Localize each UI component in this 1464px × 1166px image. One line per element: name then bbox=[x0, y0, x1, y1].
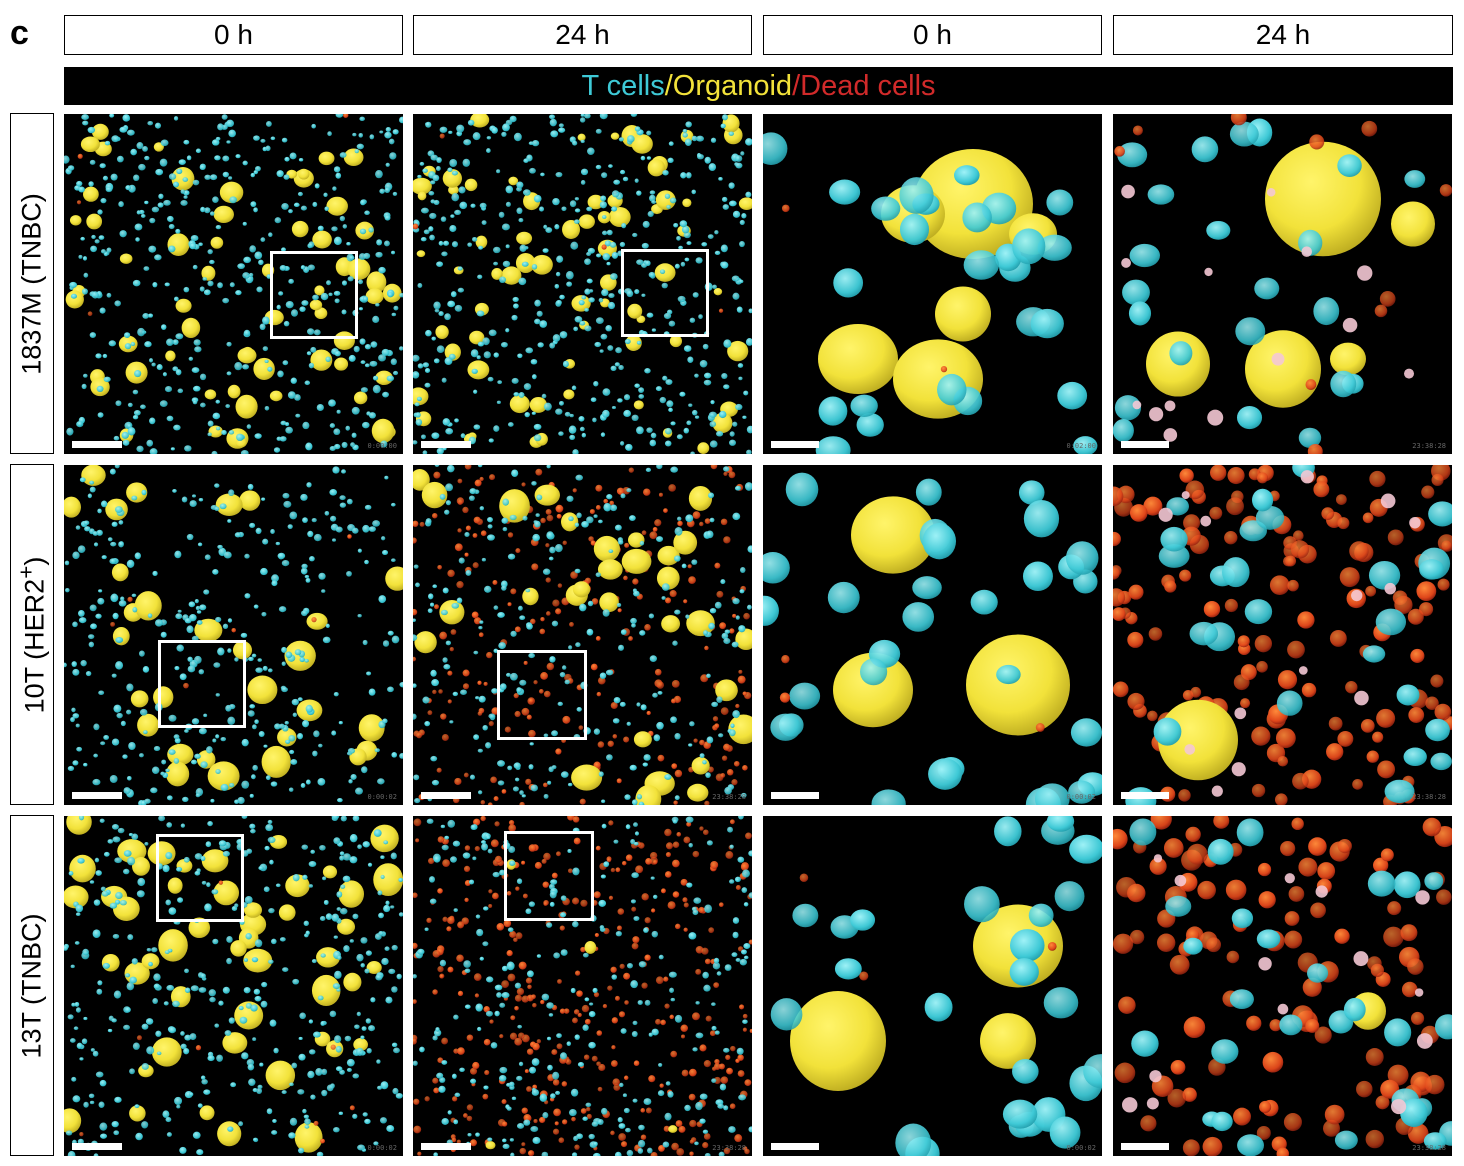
header-0h-overview: 0 h bbox=[64, 15, 403, 55]
legend-organoid: Organoid bbox=[672, 69, 793, 102]
micrograph-10t-0h-overview: 0:00:02 bbox=[64, 465, 403, 805]
timestamp: 23:38:28 bbox=[1412, 793, 1446, 801]
header-0h-zoom: 0 h bbox=[763, 15, 1102, 55]
timestamp: 23:38:28 bbox=[712, 793, 746, 801]
timestamp: 0:02:00 bbox=[1066, 442, 1096, 450]
scale-bar bbox=[1121, 1143, 1169, 1150]
header-24h-overview: 24 h bbox=[413, 15, 752, 55]
zoom-region-box bbox=[158, 640, 246, 728]
micrograph-1837m-0h-zoom: 0:02:00 bbox=[763, 114, 1102, 454]
micrograph-1837m-24h-overview bbox=[413, 114, 752, 454]
scale-bar bbox=[72, 792, 122, 799]
row-label-1837m: 1837M (TNBC) bbox=[10, 113, 54, 454]
scale-bar bbox=[421, 441, 471, 448]
zoom-region-box bbox=[156, 834, 244, 922]
zoom-region-box bbox=[497, 650, 587, 740]
timestamp: 23:38:28 bbox=[1412, 442, 1446, 450]
micrograph-10t-0h-zoom: 0:00:02 bbox=[763, 465, 1102, 805]
timestamp: 0:00:02 bbox=[367, 793, 397, 801]
micrograph-1837m-24h-zoom: 23:38:28 bbox=[1113, 114, 1452, 454]
scale-bar bbox=[72, 441, 122, 448]
scale-bar bbox=[771, 441, 819, 448]
scale-bar bbox=[1121, 792, 1169, 799]
row-label-13t: 13T (TNBC) bbox=[10, 815, 54, 1156]
row-label-10t: 10T (HER2+) bbox=[10, 464, 54, 805]
scale-bar bbox=[421, 792, 471, 799]
timestamp: 0:00:00 bbox=[367, 442, 397, 450]
scale-bar bbox=[72, 1143, 122, 1150]
scale-bar bbox=[771, 792, 819, 799]
micrograph-10t-24h-overview: 23:38:28 bbox=[413, 465, 752, 805]
zoom-region-box bbox=[621, 249, 709, 337]
legend-dead-cells: Dead cells bbox=[800, 69, 936, 102]
micrograph-13t-24h-overview: 23:38:28 bbox=[413, 816, 752, 1156]
micrograph-13t-0h-zoom: 0:00:02 bbox=[763, 816, 1102, 1156]
scale-bar bbox=[771, 1143, 819, 1150]
scale-bar bbox=[421, 1143, 471, 1150]
timestamp: 23:38:28 bbox=[1412, 1144, 1446, 1152]
timestamp: 23:38:28 bbox=[712, 1144, 746, 1152]
zoom-region-box bbox=[270, 251, 358, 339]
channel-legend: T cells / Organoid / Dead cells bbox=[64, 67, 1453, 105]
zoom-region-box bbox=[504, 831, 594, 921]
timestamp: 0:00:02 bbox=[1066, 1144, 1096, 1152]
panel-letter: c bbox=[10, 14, 29, 52]
legend-separator: / bbox=[792, 69, 801, 102]
micrograph-13t-0h-overview: 0:00:02 bbox=[64, 816, 403, 1156]
legend-separator: / bbox=[664, 69, 673, 102]
scale-bar bbox=[1121, 441, 1169, 448]
micrograph-1837m-0h-overview: 0:00:00 bbox=[64, 114, 403, 454]
legend-t-cells: T cells bbox=[581, 69, 665, 102]
micrograph-13t-24h-zoom: 23:38:28 bbox=[1113, 816, 1452, 1156]
micrograph-10t-24h-zoom: 23:38:28 bbox=[1113, 465, 1452, 805]
timestamp: 0:00:02 bbox=[367, 1144, 397, 1152]
timestamp: 0:00:02 bbox=[1066, 793, 1096, 801]
header-24h-zoom: 24 h bbox=[1113, 15, 1453, 55]
